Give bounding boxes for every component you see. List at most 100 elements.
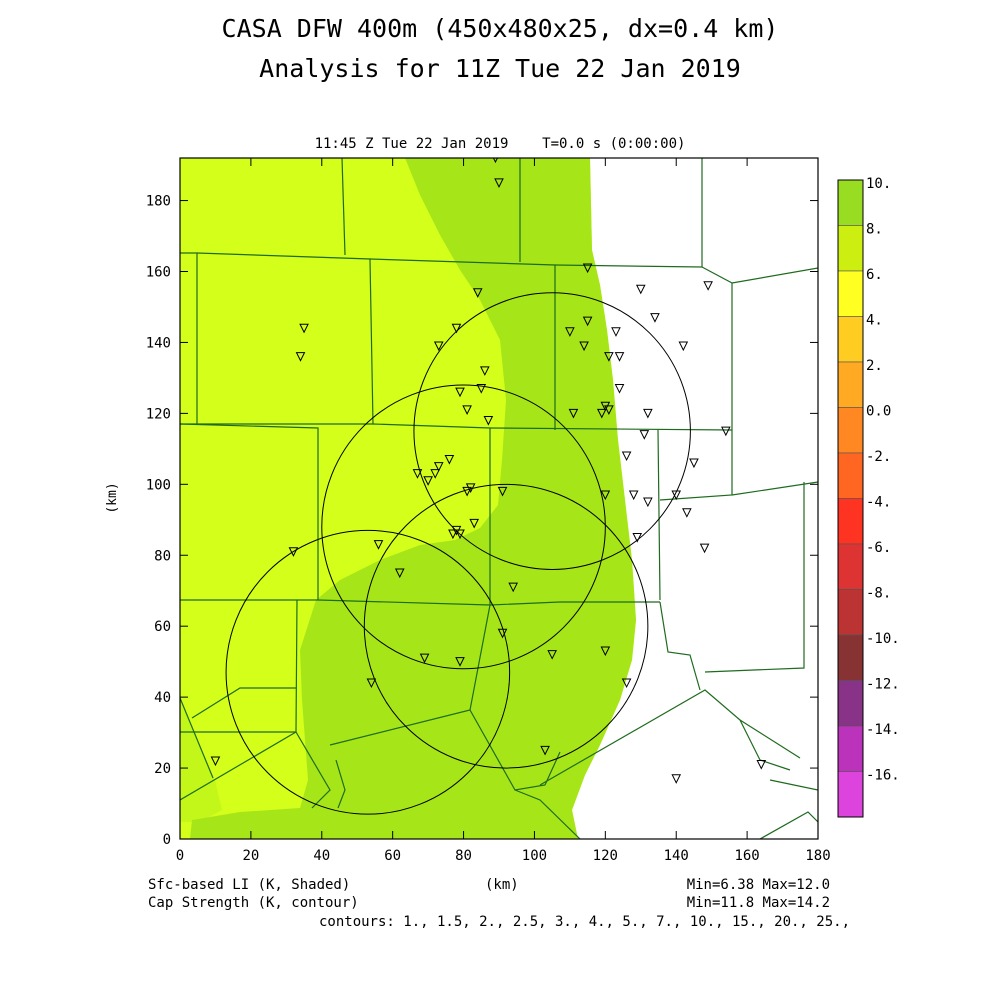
station-marker: [433, 462, 444, 472]
station-marker: [600, 490, 611, 501]
plot-valid-time: 11:45 Z Tue 22 Jan 2019 T=0.0 s (0:00:00…: [314, 136, 686, 152]
colorbar-swatch: [837, 316, 864, 363]
colorbar: 10. 8. 6. 4. 2. 0.0 -2. -4. -6. -8. -10. -12. -14. -1…: [837, 176, 900, 818]
station-marker: [614, 384, 625, 394]
colorbar-label: 6.: [866, 267, 883, 283]
colorbar-swatch: [837, 725, 864, 772]
x-tick-label: 60: [384, 848, 401, 864]
colorbar-frame: [837, 179, 864, 818]
y-tick-label: 160: [146, 265, 171, 281]
colorbar-swatch: [837, 498, 864, 545]
x-tick-label: 140: [664, 848, 689, 864]
y-tick-label: 140: [146, 335, 171, 351]
boundary-line: [191, 687, 296, 719]
station-marker: [643, 408, 653, 419]
colorbar-swatch: [837, 361, 864, 408]
colorbar-swatch: [837, 634, 864, 681]
station-marker: [582, 316, 593, 327]
colorbar-label: -16.: [866, 768, 900, 784]
x-tick-label: 160: [734, 848, 759, 864]
colorbar-swatch: [837, 179, 864, 226]
colorbar-label: -2.: [866, 449, 891, 465]
y-tick-label: 120: [146, 406, 171, 422]
station-marker: [682, 508, 692, 518]
station-marker: [540, 745, 550, 756]
boundary-line: [180, 697, 214, 779]
station-marker: [462, 405, 472, 415]
station-marker: [671, 774, 682, 784]
colorbar-label: -8.: [866, 586, 891, 602]
station-marker: [455, 657, 465, 667]
contour-field-label: Cap Strength (K, contour): [148, 895, 359, 911]
station-marker: [508, 582, 518, 593]
y-tick-label: 100: [146, 477, 171, 493]
y-tick-label: 60: [154, 619, 171, 635]
boundary-line: [514, 789, 581, 839]
colorbar-swatch: [837, 680, 864, 727]
station-marker: [480, 366, 490, 376]
station-marker: [643, 497, 653, 508]
station-marker: [469, 518, 479, 529]
plot-title-analysis-time: Analysis for 11Z Tue 22 Jan 2019: [259, 54, 741, 83]
colorbar-label: 10.: [866, 176, 891, 192]
shaded-field-label: Sfc-based LI (K, Shaded): [148, 877, 351, 893]
station-marker: [476, 384, 487, 394]
colorbar-swatch: [837, 543, 864, 590]
colorbar-label: -6.: [866, 540, 891, 556]
station-marker: [366, 678, 377, 689]
station-markers: [210, 158, 767, 784]
station-marker: [295, 352, 306, 362]
boundary-line: [180, 731, 297, 801]
y-axis-label: (km): [105, 482, 120, 513]
county-boundaries: [180, 158, 818, 839]
station-marker: [689, 458, 699, 469]
boundary-line: [657, 429, 661, 601]
x-tick-label: 120: [593, 848, 618, 864]
boundary-line: [196, 252, 374, 425]
station-marker: [483, 415, 494, 426]
y-tick-label: 40: [154, 690, 171, 706]
x-tick-label: 100: [522, 848, 547, 864]
station-marker: [579, 341, 589, 352]
station-marker: [373, 540, 384, 550]
li-band-10-12: [190, 158, 636, 839]
boundary-line: [731, 267, 818, 284]
colorbar-swatch: [837, 407, 864, 454]
station-marker: [444, 454, 455, 465]
boundary-line: [335, 759, 346, 809]
plot-frame: [179, 157, 819, 840]
station-marker: [423, 476, 433, 486]
station-marker: [582, 263, 593, 274]
station-marker: [756, 760, 767, 770]
colorbar-label: 8.: [866, 222, 883, 238]
x-tick-label: 0: [176, 848, 184, 864]
colorbar-label: 0.0: [866, 404, 891, 420]
station-marker: [604, 405, 614, 415]
station-marker: [628, 490, 639, 501]
station-marker: [494, 178, 504, 188]
station-marker: [621, 451, 632, 462]
boundary-line: [659, 601, 701, 691]
colorbar-label: -12.: [866, 677, 900, 693]
y-tick-label: 180: [146, 194, 171, 210]
station-marker: [650, 313, 660, 323]
radar-range-rings: [225, 292, 691, 815]
station-marker: [288, 547, 299, 557]
station-marker: [210, 756, 221, 767]
station-marker: [497, 628, 508, 639]
station-marker: [568, 408, 579, 419]
boundary-line: [469, 709, 561, 791]
x-tick-label: 20: [242, 848, 259, 864]
y-tick-label: 20: [154, 761, 171, 777]
station-marker: [547, 650, 557, 660]
station-marker: [419, 653, 430, 664]
boundary-line: [489, 427, 733, 431]
colorbar-swatch: [837, 589, 864, 636]
station-marker: [565, 327, 575, 337]
station-marker: [699, 543, 710, 554]
boundary-line: [180, 423, 319, 600]
shaded-min-max: Min=6.38 Max=12.0: [686, 877, 830, 893]
boundary-line: [341, 158, 346, 256]
x-tick-label: 40: [313, 848, 330, 864]
